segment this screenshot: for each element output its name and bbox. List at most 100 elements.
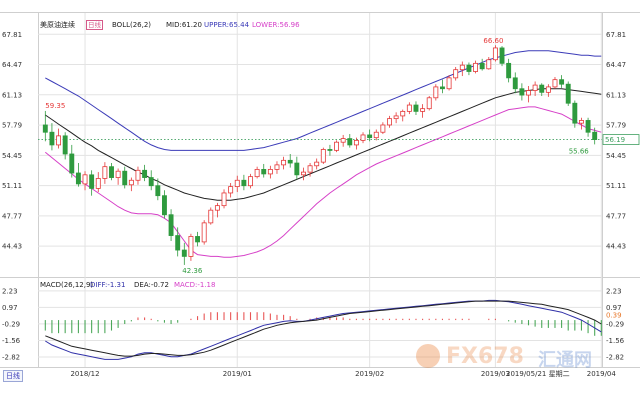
- candle-body: [69, 153, 75, 174]
- boll-mid-label: MID:61.20: [166, 21, 202, 29]
- macd-tick-label-left: 2.23: [2, 287, 18, 295]
- candle-body: [565, 83, 571, 104]
- price-tick-label-left: 57.79: [2, 122, 22, 130]
- candle-body: [168, 214, 174, 236]
- candle-body: [188, 236, 194, 257]
- footer-date: 2019/05/21 星期二: [506, 370, 570, 378]
- candle-body: [413, 104, 419, 112]
- candle-body: [440, 86, 445, 90]
- candle-body: [373, 131, 379, 139]
- candle-body: [56, 135, 61, 146]
- macd-indicator-label: MACD(26,12,9): [40, 281, 94, 289]
- candle-body: [234, 179, 240, 188]
- candle-body: [201, 222, 207, 243]
- candle-body: [49, 131, 55, 146]
- candle-body: [102, 166, 108, 179]
- candle-body: [426, 97, 432, 110]
- x-tick-label: 2019/04: [587, 370, 617, 378]
- x-tick-label: 2019/02: [355, 370, 384, 378]
- candle-body: [492, 47, 498, 61]
- period-button[interactable]: 日线: [3, 370, 23, 382]
- candle-body: [109, 166, 114, 178]
- macd-right-value: 0.39: [606, 311, 622, 319]
- candle-body: [466, 64, 472, 72]
- candlestick-series: [42, 45, 598, 265]
- candle-body: [148, 177, 154, 187]
- candle-body: [42, 124, 48, 133]
- candle-body: [393, 115, 399, 120]
- candle-body: [400, 110, 406, 117]
- watermark-brand-cn: 汇通网: [538, 350, 592, 371]
- watermark-logo-icon: [416, 344, 440, 368]
- macd-tick-label-left: 0.97: [2, 304, 18, 312]
- high-price-annotation: 66.60: [483, 37, 503, 45]
- candle-body: [314, 161, 320, 167]
- macd-tick-label-left: -2.82: [2, 354, 20, 362]
- current-price-tag: [602, 134, 640, 145]
- candle-body: [274, 164, 280, 170]
- candle-body: [585, 120, 591, 133]
- candle-body: [512, 77, 518, 90]
- price-tick-label-right: 64.47: [606, 61, 626, 69]
- macd-tick-label-left: -1.56: [2, 337, 21, 345]
- candle-body: [267, 168, 273, 175]
- macd-diff-label: DIFF:-1.31: [90, 281, 126, 289]
- boll-indicator-label: BOLL(26,2): [112, 21, 152, 29]
- x-tick-label: 2019/03: [481, 370, 510, 378]
- candle-body: [221, 192, 227, 207]
- candle-body: [89, 174, 95, 189]
- candle-body: [334, 141, 339, 151]
- price-tick-label-left: 67.81: [2, 31, 22, 39]
- price-tick-label-right: 61.13: [606, 91, 626, 99]
- candle-body: [162, 195, 167, 216]
- candle-body: [115, 170, 121, 178]
- macd-tick-label-right: 2.23: [606, 287, 622, 295]
- boll-upper-label: UPPER:65.44: [204, 21, 250, 29]
- candle-body: [479, 62, 485, 70]
- candle-body: [506, 62, 512, 79]
- price-tick-label-left: 47.77: [2, 212, 22, 220]
- candle-body: [539, 84, 545, 93]
- candle-body: [532, 84, 538, 91]
- candle-body: [75, 172, 81, 185]
- candle-body: [122, 170, 128, 186]
- candle-body: [459, 64, 465, 71]
- macd-value-label: MACD:-1.18: [174, 281, 216, 289]
- price-tick-label-left: 54.45: [2, 152, 22, 160]
- period-badge-label: 日线: [86, 20, 103, 30]
- start-price-annotation: 59.35: [45, 102, 65, 110]
- price-tick-label-left: 61.13: [2, 91, 22, 99]
- candle-body: [592, 131, 598, 140]
- candle-body: [347, 138, 353, 146]
- price-tick-label-right: 47.77: [606, 212, 626, 220]
- candle-body: [294, 162, 300, 176]
- candle-body: [248, 176, 253, 187]
- watermark-brand: FX678: [446, 344, 524, 369]
- candle-body: [499, 47, 505, 64]
- candle-body: [519, 88, 525, 96]
- candle-body: [261, 168, 267, 175]
- x-tick-label: 2018/12: [70, 370, 99, 378]
- candle-body: [254, 168, 260, 178]
- candle-body: [526, 90, 531, 96]
- candle-body: [135, 169, 141, 181]
- price-tick-label-right: 44.43: [606, 243, 626, 251]
- candle-body: [327, 149, 333, 151]
- candle-body: [128, 179, 134, 186]
- boll-lower-line: [44, 106, 602, 258]
- candle-body: [545, 86, 551, 93]
- candle-body: [281, 159, 287, 166]
- macd-dea-label: DEA:-0.72: [134, 281, 169, 289]
- period-badge[interactable]: 日线: [86, 20, 103, 30]
- macd-tick-label-right: 0.97: [606, 304, 622, 312]
- candle-body: [95, 178, 101, 189]
- current-price-value: 56.19: [605, 136, 625, 144]
- candle-body: [320, 149, 326, 163]
- candle-body: [353, 139, 359, 146]
- candle-body: [380, 124, 386, 133]
- candle-body: [287, 159, 293, 164]
- candle-body: [433, 86, 439, 99]
- candle-body: [572, 102, 578, 124]
- boll-lower-label: LOWER:56.96: [252, 21, 300, 29]
